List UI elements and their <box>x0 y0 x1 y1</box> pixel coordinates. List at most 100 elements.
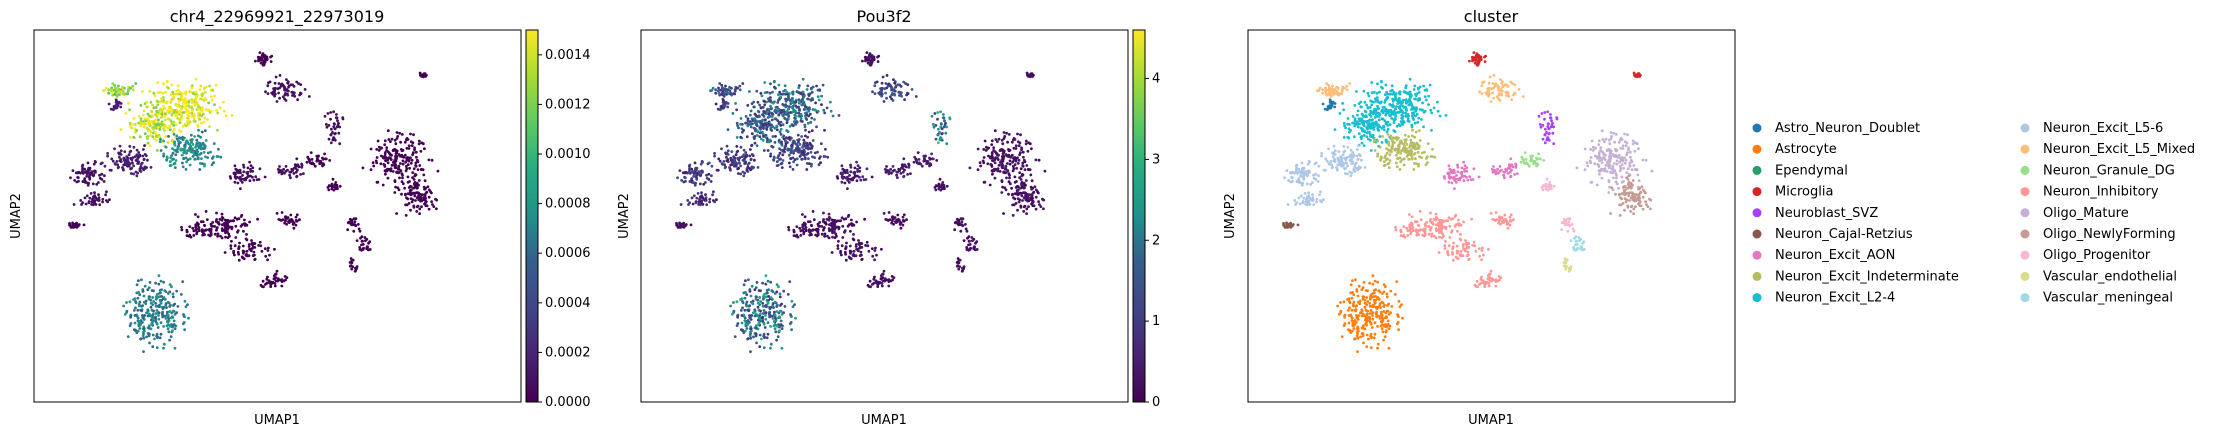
cell-point <box>92 203 95 206</box>
cell-point <box>935 159 938 162</box>
cell-point <box>792 124 795 127</box>
cell-point <box>769 153 772 156</box>
cell-point <box>852 238 855 241</box>
cell-point <box>132 123 135 126</box>
cell-point <box>819 161 822 164</box>
cell-point <box>777 285 780 288</box>
cell-point <box>894 90 897 93</box>
cell-point <box>807 122 810 125</box>
cell-point <box>1018 153 1021 156</box>
cell-point <box>173 128 176 131</box>
cell-point <box>129 122 132 125</box>
cell-point <box>408 144 411 147</box>
cell-point <box>185 168 188 171</box>
cell-point <box>402 163 405 166</box>
cell-point <box>820 103 823 106</box>
cell-point <box>1001 157 1004 160</box>
cell-point <box>1383 128 1386 131</box>
cell-point <box>808 162 811 165</box>
cell-point <box>139 104 142 107</box>
cell-point <box>265 282 268 285</box>
cell-point <box>755 295 758 298</box>
cell-point <box>411 144 414 147</box>
cell-point <box>805 229 808 232</box>
cell-point <box>129 315 132 318</box>
cell-point <box>846 171 849 174</box>
cell-point <box>984 140 987 143</box>
cell-point <box>881 276 884 279</box>
cell-point <box>1017 162 1020 165</box>
cell-point <box>228 235 231 238</box>
cell-point <box>202 220 205 223</box>
cell-point <box>169 106 172 109</box>
panel-2-frame <box>641 30 1128 402</box>
cell-point <box>817 95 820 98</box>
cell-point <box>826 156 829 159</box>
cell-point <box>748 162 751 165</box>
cell-point <box>129 150 132 153</box>
cell-point <box>809 220 812 223</box>
cell-point <box>221 227 224 230</box>
cell-point <box>868 250 871 253</box>
cell-point <box>190 86 193 89</box>
cell-point <box>1399 91 1402 94</box>
cell-point <box>1330 95 1333 98</box>
cell-point <box>848 174 851 177</box>
cell-point <box>1389 135 1392 138</box>
cell-point <box>898 219 901 222</box>
cell-point <box>771 91 774 94</box>
cell-point <box>144 285 147 288</box>
cell-point <box>915 159 918 162</box>
cell-point <box>115 99 118 102</box>
cell-point <box>156 100 159 103</box>
cell-point <box>254 175 257 178</box>
cell-point <box>787 130 790 133</box>
cell-point <box>737 322 740 325</box>
cell-point <box>259 167 262 170</box>
cell-point <box>999 170 1002 173</box>
cell-point <box>259 51 262 54</box>
cell-point <box>1395 154 1398 157</box>
cell-point <box>895 174 898 177</box>
cell-point <box>759 300 762 303</box>
cell-point <box>104 165 107 168</box>
cell-point <box>816 235 819 238</box>
cell-point <box>264 90 267 93</box>
cell-point <box>682 171 685 174</box>
cell-point <box>1385 91 1388 94</box>
cell-point <box>274 82 277 85</box>
cell-point <box>1389 159 1392 162</box>
cell-point <box>410 162 413 165</box>
cell-point <box>1015 144 1018 147</box>
cell-point <box>705 199 708 202</box>
cell-point <box>1445 114 1448 117</box>
cell-point <box>416 159 419 162</box>
cell-point <box>237 182 240 185</box>
cell-point <box>891 215 894 218</box>
cell-point <box>166 80 169 83</box>
cell-point <box>866 244 869 247</box>
cell-point <box>195 144 198 147</box>
cell-point <box>148 286 151 289</box>
cell-point <box>83 224 86 227</box>
cell-point <box>872 282 875 285</box>
cell-point <box>767 321 770 324</box>
cell-point <box>852 233 855 236</box>
cell-point <box>148 327 151 330</box>
cell-point <box>129 87 132 90</box>
cell-point <box>1397 144 1400 147</box>
cell-point <box>746 327 749 330</box>
cell-point <box>300 166 303 169</box>
cell-point <box>1025 140 1028 143</box>
cell-point <box>151 104 154 107</box>
cell-point <box>909 172 912 175</box>
cell-point <box>208 125 211 128</box>
cell-point <box>1027 150 1030 153</box>
cell-point <box>720 84 723 87</box>
cell-point <box>754 113 757 116</box>
cell-point <box>1411 141 1414 144</box>
panel-1-xlabel: UMAP1 <box>254 413 300 428</box>
cell-point <box>167 330 170 333</box>
cell-point <box>1414 152 1417 155</box>
cell-point <box>1318 165 1321 168</box>
